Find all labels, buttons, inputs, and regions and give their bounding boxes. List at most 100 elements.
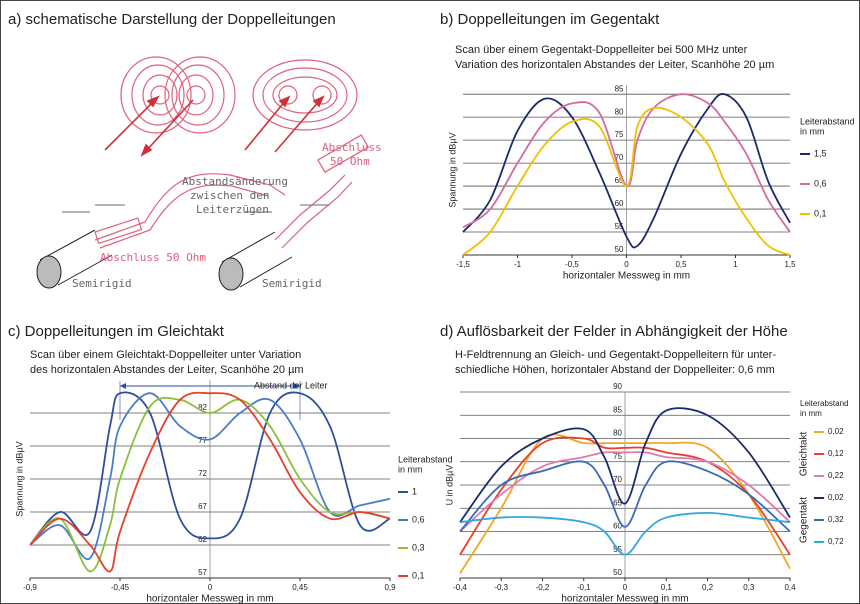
y-tick-label: 67 (198, 502, 207, 511)
chart-title: b) Doppelleitungen im Gegentakt (440, 11, 660, 28)
field-sketch-right (252, 59, 358, 131)
label: zwischen den (190, 189, 269, 202)
x-tick-label: 0,45 (292, 583, 308, 592)
chart-subtitle: Variation des horizontalen Abstandes der… (455, 59, 774, 71)
x-tick-label: -1,5 (456, 260, 470, 269)
x-tick-label: -0,2 (536, 583, 550, 592)
y-tick-label: 80 (615, 107, 624, 116)
legend-label: 0,1 (412, 570, 425, 580)
legend-title: Leiterabstand (800, 399, 848, 408)
strip-lines (62, 134, 370, 249)
y-tick-label: 57 (198, 568, 207, 577)
label: Abstandsänderung (182, 175, 288, 188)
y-tick-label: 50 (613, 568, 622, 577)
data-line (462, 106, 791, 256)
legend-label: 0,6 (412, 514, 425, 524)
legend-title: in mm (398, 464, 423, 474)
legend-label: 0,02 (828, 427, 844, 436)
legend-group: Gleichtakt (799, 432, 810, 477)
x-tick-label: -0,3 (494, 583, 508, 592)
legend-label: 0,3 (412, 542, 425, 552)
data-line (459, 460, 791, 533)
x-tick-label: 0,2 (702, 583, 714, 592)
annotation: Abstand der Leiter (254, 380, 328, 390)
y-tick-label: 62 (198, 535, 207, 544)
legend-title: in mm (800, 126, 825, 136)
field-sketch-left (120, 56, 236, 134)
label: Abschluss 50 Ohm (100, 251, 206, 264)
legend-title: Leiterabstand (398, 454, 453, 464)
label: Abschluss (322, 141, 382, 154)
chart-title: d) Auflösbarkeit der Felder in Abhängigk… (440, 323, 788, 340)
x-tick-label: 0,9 (384, 583, 396, 592)
y-tick-label: 55 (615, 222, 624, 231)
y-tick-label: 85 (613, 405, 622, 414)
semirigid-cables (36, 229, 293, 291)
y-tick-label: 70 (615, 153, 624, 162)
x-tick-label: 0,1 (661, 583, 673, 592)
data-line (462, 93, 791, 249)
legend-label: 0,1 (814, 208, 827, 218)
y-axis-title: U in dBµV (444, 465, 454, 506)
y-tick-label: 85 (615, 84, 624, 93)
x-tick-label: 0,5 (675, 260, 687, 269)
legend-label: 0,72 (828, 537, 844, 546)
legend-title: Leiterabstand (800, 116, 855, 126)
y-axis-title: Spannung in dBµV (447, 132, 457, 207)
x-axis-title: horizontaler Messweg in mm (146, 594, 273, 604)
x-tick-label: 0,3 (743, 583, 755, 592)
chart-subtitle: Scan über einem Gegentakt-Doppelleiter b… (455, 44, 748, 56)
y-tick-label: 65 (613, 498, 622, 507)
x-tick-label: 1,5 (784, 260, 796, 269)
y-tick-label: 70 (613, 475, 622, 484)
x-tick-label: 0 (624, 260, 629, 269)
x-tick-label: -1 (514, 260, 522, 269)
y-tick-label: 82 (198, 403, 207, 412)
legend-label: 0,12 (828, 449, 844, 458)
chart-title: c) Doppelleitungen im Gleichtakt (8, 323, 225, 340)
legend-label: 0,22 (828, 471, 844, 480)
label: Leiterzügen (196, 203, 269, 216)
data-line (459, 511, 791, 556)
chart-subtitle: H-Feldtrennung an Gleich- und Gegentakt-… (455, 349, 776, 361)
legend-label: 0,02 (828, 493, 844, 502)
label: Semirigid (262, 277, 322, 290)
x-tick-label: 1 (733, 260, 738, 269)
y-tick-label: 60 (615, 199, 624, 208)
data-line (29, 391, 391, 573)
y-tick-label: 77 (198, 436, 207, 445)
data-line (459, 436, 791, 556)
legend-label: 1,5 (814, 148, 827, 158)
x-tick-label: 0,4 (784, 583, 796, 592)
legend-label: 1 (412, 486, 417, 496)
data-line (29, 391, 391, 546)
label: Semirigid (72, 277, 132, 290)
x-tick-label: -0,1 (577, 583, 591, 592)
x-axis-title: horizontaler Messweg in mm (561, 594, 688, 604)
arrows (104, 95, 325, 157)
x-tick-label: -0,5 (565, 260, 579, 269)
legend-label: 0,6 (814, 178, 827, 188)
y-tick-label: 90 (613, 382, 622, 391)
y-tick-label: 75 (613, 452, 622, 461)
y-tick-label: 60 (613, 522, 622, 531)
y-tick-label: 75 (615, 130, 624, 139)
chart-subtitle: des horizontalen Abstandes der Leiter, S… (30, 364, 304, 376)
legend-label: 0,32 (828, 515, 844, 524)
x-tick-label: 0 (208, 583, 213, 592)
label: 50 Ohm (330, 155, 370, 168)
y-tick-label: 65 (615, 176, 624, 185)
data-line (459, 407, 791, 523)
chart-subtitle: Scan über einem Gleichtakt-Doppelleiter … (30, 349, 301, 361)
y-tick-label: 72 (198, 469, 207, 478)
y-tick-label: 50 (615, 245, 624, 254)
y-axis-title: Spannung in dBµV (14, 441, 24, 516)
y-tick-label: 80 (613, 429, 622, 438)
panel-title: a) schematische Darstellung der Doppelle… (8, 11, 336, 28)
x-axis-title: horizontaler Messweg in mm (563, 271, 690, 282)
data-line (29, 396, 391, 573)
x-tick-label: -0,45 (111, 583, 130, 592)
x-tick-label: 0 (623, 583, 628, 592)
